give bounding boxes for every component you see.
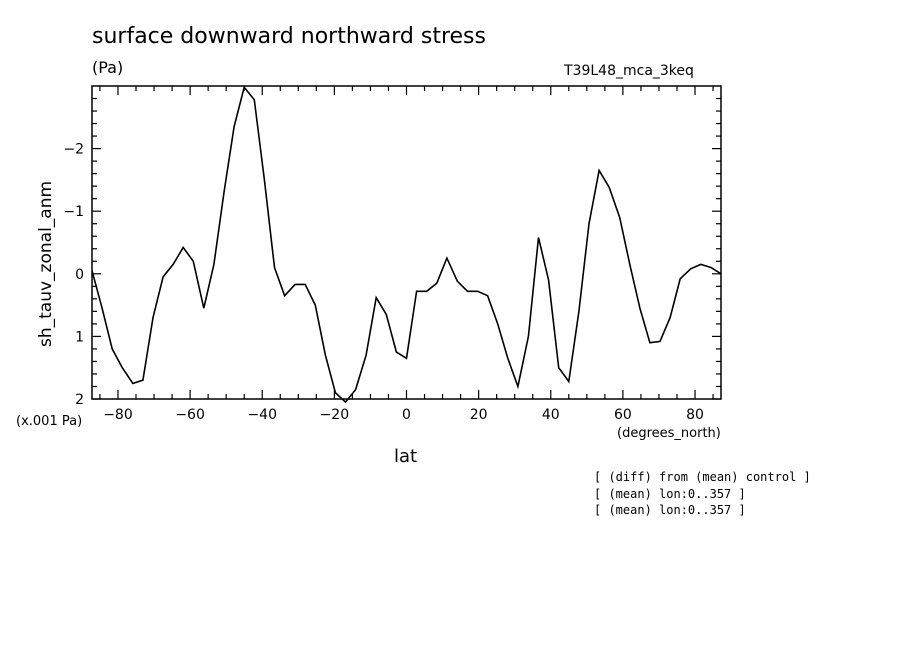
x-tick-label: 80: [686, 407, 704, 423]
x-tick-label: 20: [470, 407, 488, 423]
x-tick-label: −60: [175, 407, 205, 423]
note-line: [ (diff) from (mean) control ]: [594, 470, 811, 484]
axis-ticks: [92, 86, 721, 400]
run-label: T39L48_mca_3keq: [564, 63, 694, 79]
plot-frame: [91, 85, 722, 400]
series-line: [91, 85, 722, 404]
note-line: [ (mean) lon:0..357 ]: [594, 487, 746, 501]
chart-title: surface downward northward stress: [92, 24, 486, 49]
x-tick-label: 0: [402, 407, 411, 423]
x-axis-units: (degrees_north): [617, 426, 721, 441]
x-tick-label: 40: [542, 407, 560, 423]
x-axis-label: lat: [394, 446, 418, 467]
x-tick-label: −80: [103, 407, 133, 423]
x-tick-label: 60: [614, 407, 632, 423]
y-tick-label: 1: [75, 329, 84, 345]
y-axis-label: sh_tauv_zonal_anm: [36, 180, 56, 347]
chart-units: (Pa): [92, 58, 124, 77]
x-tick-label: −20: [320, 407, 350, 423]
y-tick-label: 2: [75, 392, 84, 408]
note-line: [ (mean) lon:0..357 ]: [594, 503, 746, 517]
y-scale-note: (x.001 Pa): [16, 414, 83, 429]
y-tick-label: −1: [63, 204, 84, 220]
x-tick-label: −40: [247, 407, 277, 423]
y-tick-label: 0: [75, 267, 84, 283]
y-tick-label: −2: [63, 142, 84, 158]
axis-tick-labels: −80 −60 −40 −20 0 20 40 60 80 −2 −1 0 1 2: [63, 142, 704, 423]
